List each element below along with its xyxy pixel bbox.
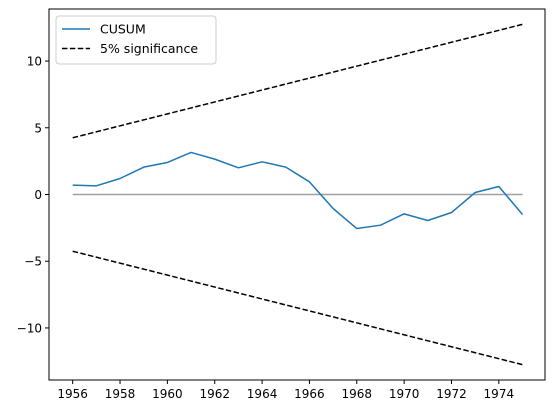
x-tick-label: 1968 (342, 387, 373, 401)
y-tick-label: −10 (17, 321, 42, 335)
series-layer (72, 23, 524, 366)
y-tick-label: 10 (27, 55, 42, 69)
legend-box (55, 15, 217, 65)
x-tick-label: 1964 (247, 387, 278, 401)
legend-label-cusum: CUSUM (100, 22, 146, 37)
legend: CUSUM 5% significance (55, 15, 217, 65)
x-tick-label: 1966 (294, 387, 325, 401)
x-tick-label: 1962 (199, 387, 230, 401)
y-tick-label: 5 (34, 121, 42, 135)
x-tick-label: 1960 (152, 387, 183, 401)
x-tick-label: 1972 (436, 387, 467, 401)
ticks-layer: 1956 1958 1960 1962 1964 1966 1968 1970 1972 1974… (17, 55, 514, 401)
x-tick-label: 1956 (57, 387, 88, 401)
x-tick-label: 1970 (389, 387, 420, 401)
legend-label-significance: 5% significance (100, 41, 198, 56)
series-upper-bound-line (72, 23, 523, 139)
x-tick-label: 1958 (105, 387, 136, 401)
x-tick-label: 1974 (484, 387, 515, 401)
series-cusum-line (72, 151, 524, 230)
y-tick-label: 0 (34, 188, 42, 202)
series-lower-bound-line (72, 250, 523, 366)
y-tick-label: −5 (24, 255, 42, 269)
